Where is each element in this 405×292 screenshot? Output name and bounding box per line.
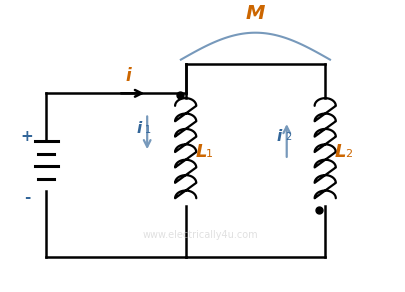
Text: 2: 2 [345,149,352,159]
Text: +: + [21,129,33,144]
Text: -: - [23,190,30,205]
Text: L: L [195,143,206,161]
Text: i: i [136,121,142,136]
Text: 1: 1 [205,149,212,159]
Text: 2: 2 [284,132,290,142]
Text: M: M [245,4,264,23]
Text: 1: 1 [145,125,151,135]
Text: i: i [276,129,281,144]
Text: i: i [125,67,130,85]
Text: www.electrically4u.com: www.electrically4u.com [142,230,257,240]
Text: L: L [334,143,345,161]
